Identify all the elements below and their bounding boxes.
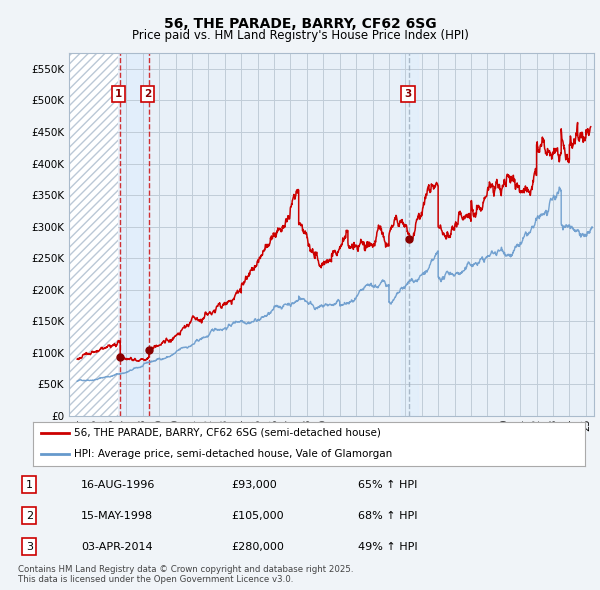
Text: 68% ↑ HPI: 68% ↑ HPI bbox=[358, 511, 417, 521]
Text: 3: 3 bbox=[26, 542, 33, 552]
Text: £280,000: £280,000 bbox=[231, 542, 284, 552]
Text: 1: 1 bbox=[115, 89, 122, 99]
Text: 16-AUG-1996: 16-AUG-1996 bbox=[81, 480, 155, 490]
Bar bbox=[401, 53, 418, 416]
Text: 2: 2 bbox=[26, 511, 33, 521]
Text: £105,000: £105,000 bbox=[231, 511, 284, 521]
Bar bbox=[120, 53, 149, 416]
Text: Price paid vs. HM Land Registry's House Price Index (HPI): Price paid vs. HM Land Registry's House … bbox=[131, 30, 469, 42]
Text: Contains HM Land Registry data © Crown copyright and database right 2025.
This d: Contains HM Land Registry data © Crown c… bbox=[18, 565, 353, 584]
Text: 3: 3 bbox=[404, 89, 412, 99]
Text: 2: 2 bbox=[143, 89, 151, 99]
Bar bbox=[69, 53, 118, 416]
Text: 65% ↑ HPI: 65% ↑ HPI bbox=[358, 480, 417, 490]
Text: 03-APR-2014: 03-APR-2014 bbox=[81, 542, 153, 552]
Bar bbox=[69, 53, 118, 416]
Text: 56, THE PARADE, BARRY, CF62 6SG (semi-detached house): 56, THE PARADE, BARRY, CF62 6SG (semi-de… bbox=[74, 428, 381, 438]
Text: £93,000: £93,000 bbox=[231, 480, 277, 490]
Text: 49% ↑ HPI: 49% ↑ HPI bbox=[358, 542, 417, 552]
Text: 1: 1 bbox=[26, 480, 33, 490]
Text: 56, THE PARADE, BARRY, CF62 6SG: 56, THE PARADE, BARRY, CF62 6SG bbox=[164, 17, 436, 31]
Text: 15-MAY-1998: 15-MAY-1998 bbox=[81, 511, 153, 521]
Text: HPI: Average price, semi-detached house, Vale of Glamorgan: HPI: Average price, semi-detached house,… bbox=[74, 449, 392, 458]
